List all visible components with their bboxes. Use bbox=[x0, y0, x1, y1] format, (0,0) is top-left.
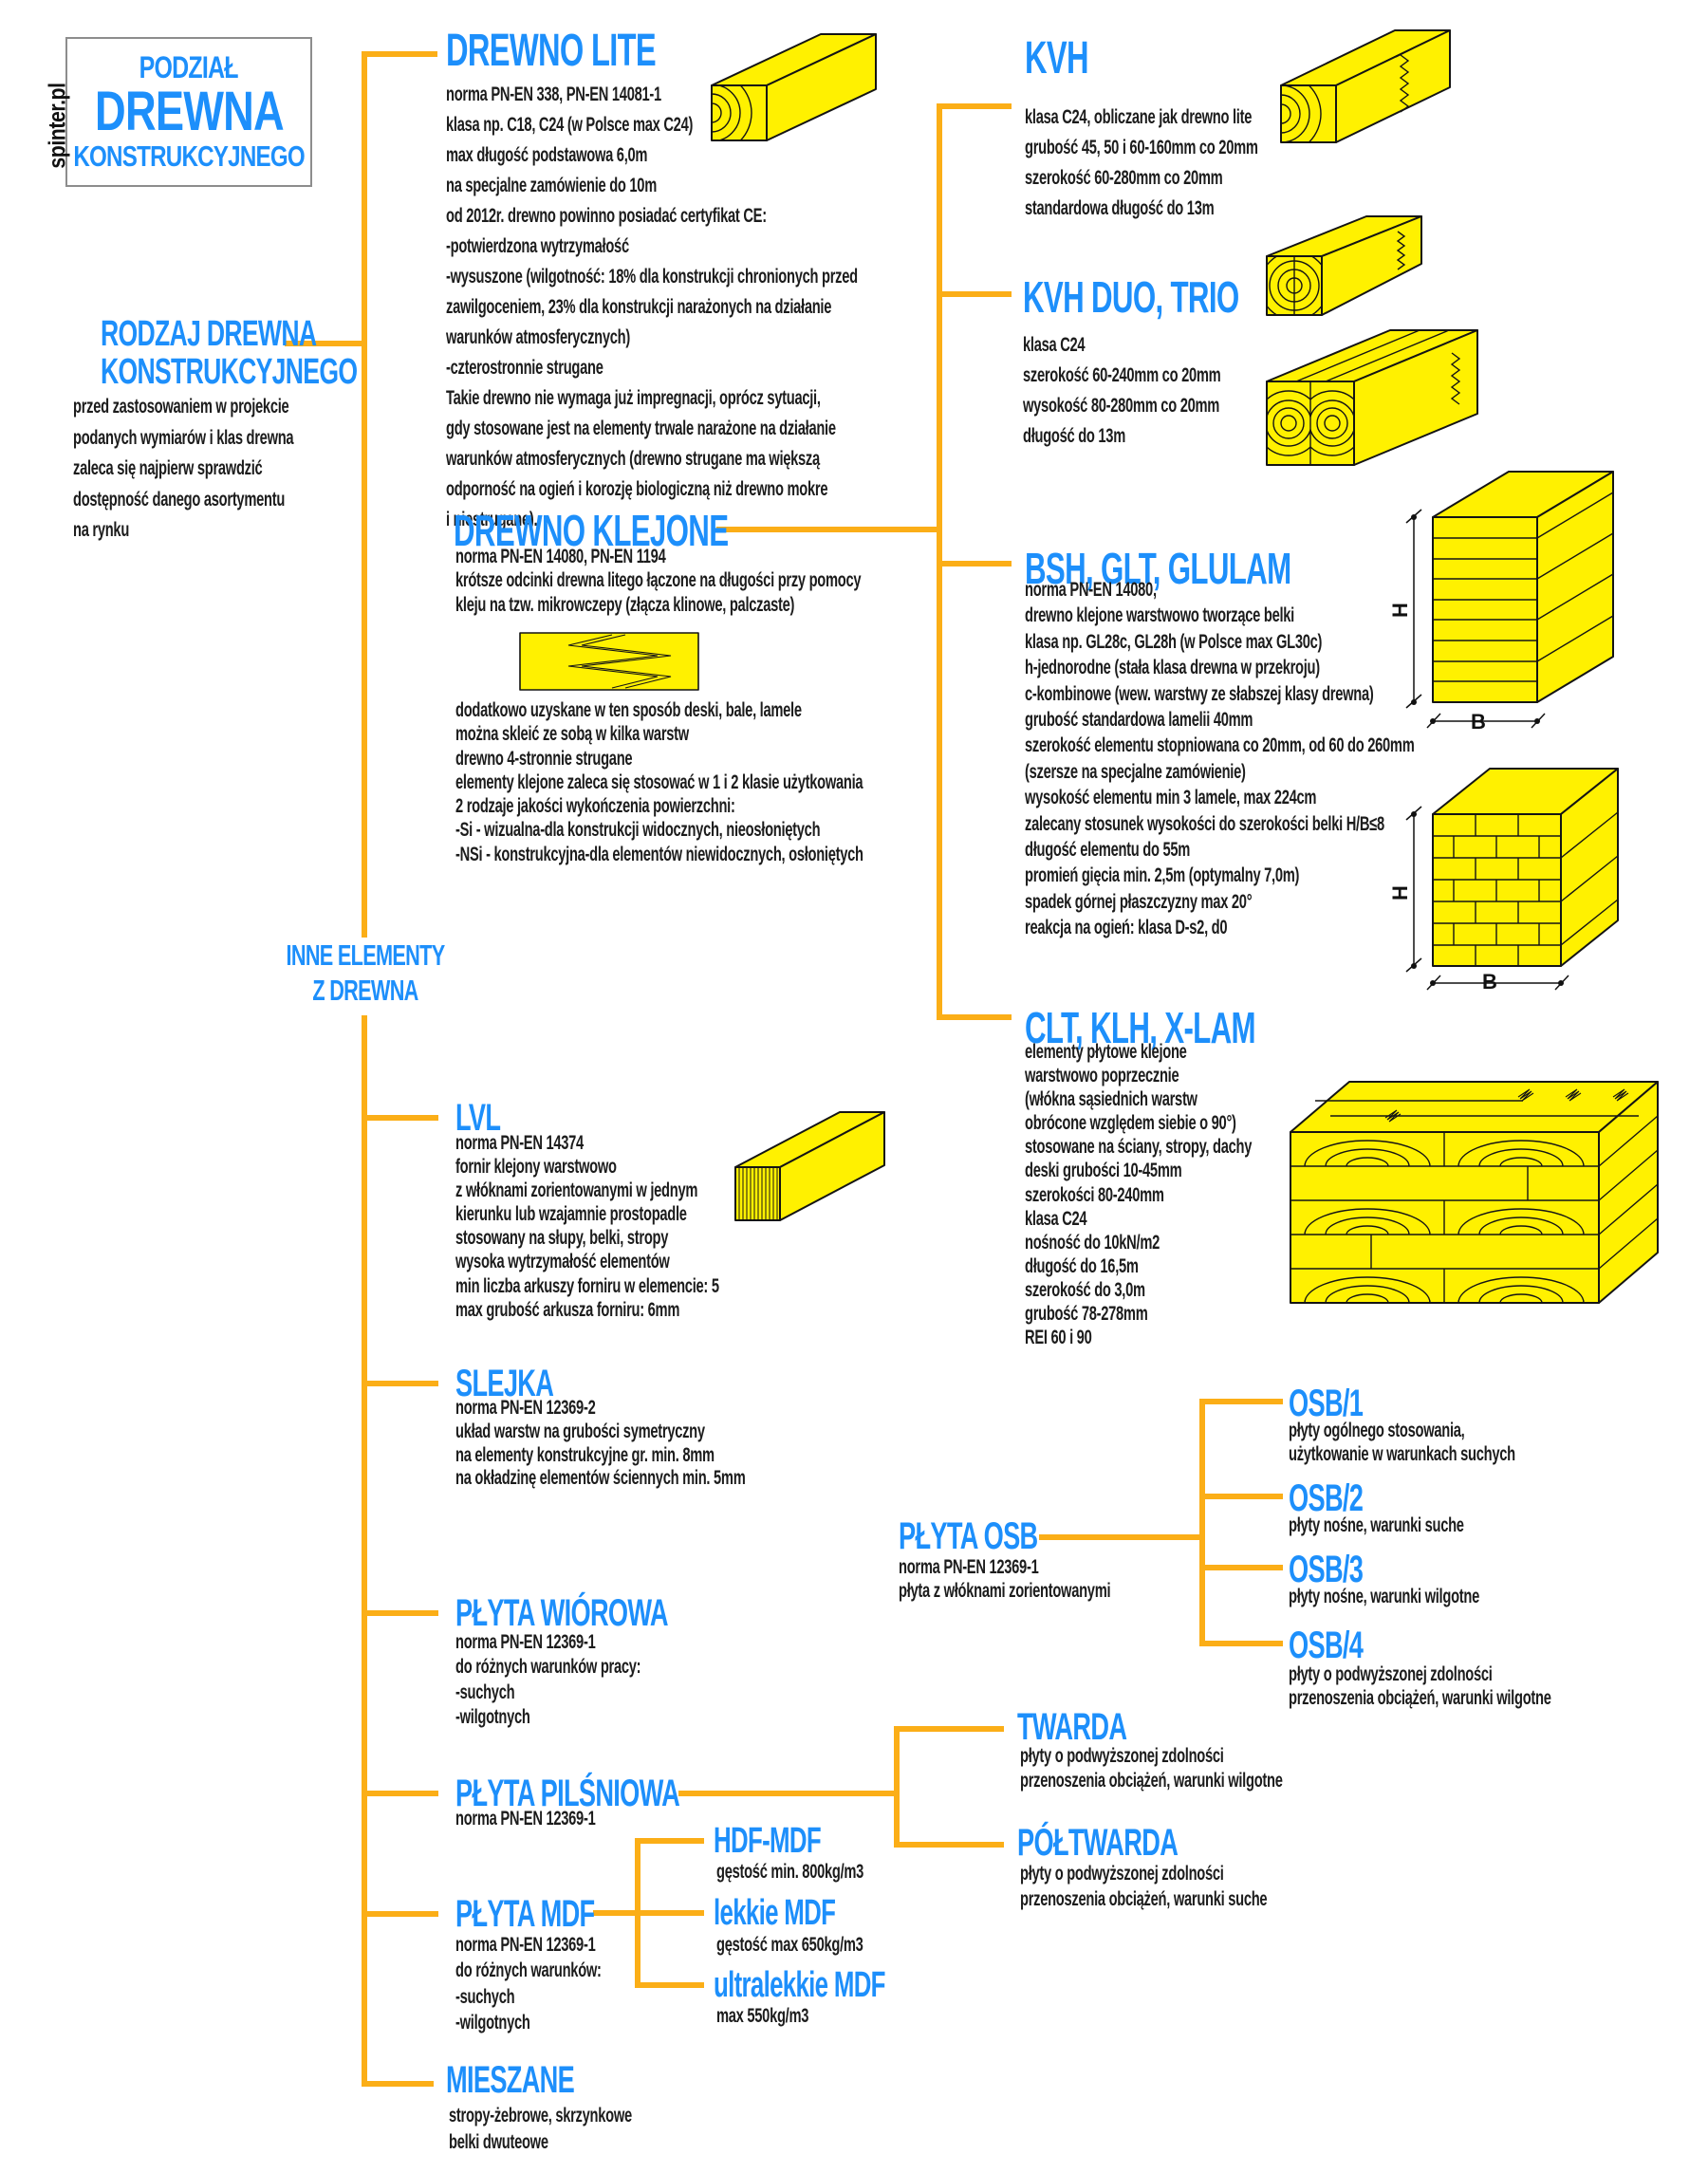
heading-lekkie-mdf: lekkie MDF bbox=[714, 1893, 836, 1933]
staggered-lamella-beam-illustration bbox=[1405, 768, 1619, 991]
heading-twarda: TWARDA bbox=[1017, 1706, 1127, 1748]
dim-label-b-2: B bbox=[1482, 970, 1497, 994]
heading-osb4: OSB/4 bbox=[1289, 1625, 1364, 1666]
connector-branch-osb1 bbox=[1205, 1399, 1283, 1404]
body-kvh: klasa C24, obliczane jak drewno lite grub… bbox=[1025, 106, 1258, 219]
connector-branch-hdf bbox=[640, 1838, 704, 1844]
connector-branch-kvh-duo bbox=[942, 291, 1012, 297]
heading-clt-klh-xlam: CLT, KLH, X-LAM bbox=[1025, 1003, 1256, 1052]
veneer-layered-beam-illustration bbox=[734, 1111, 885, 1221]
body-clt-klh-xlam: elementy płytowe klejone warstwowo poprze… bbox=[1025, 1041, 1253, 1349]
body-plyta-mdf: norma PN-EN 12369-1 do różnych warunków: -… bbox=[455, 1934, 602, 2034]
body-osb4: płyty o podwyższonej zdolności przenoszen… bbox=[1289, 1663, 1551, 1710]
body-lekkie-mdf: gęstość max 650kg/m3 bbox=[716, 1934, 863, 1956]
connector-branch-mieszane bbox=[362, 2081, 434, 2087]
body-ultralekkie-mdf: max 550kg/m3 bbox=[716, 2005, 809, 2027]
heading-hdf-mdf: HDF-MDF bbox=[714, 1821, 822, 1861]
connector-branch-twarda bbox=[900, 1726, 1004, 1732]
title-box: PODZIAŁ DREWNA KONSTRUKCYJNEGO bbox=[65, 37, 312, 187]
heading-inne-elementy: INNE ELEMENTY Z DREWNA bbox=[286, 938, 446, 1007]
connector-branch-slejka bbox=[367, 1381, 438, 1386]
connector-branch-pilsniowa bbox=[367, 1791, 438, 1796]
heading-osb2: OSB/2 bbox=[1289, 1477, 1364, 1519]
body-twarda: płyty o podwyższonej zdolności przenoszen… bbox=[1020, 1745, 1283, 1792]
finger-joint-board-illustration bbox=[519, 632, 699, 691]
body-plyta-pilsniowa: norma PN-EN 12369-1 bbox=[455, 1808, 596, 1829]
body-osb2: płyty nośne, warunki suche bbox=[1289, 1514, 1464, 1536]
laminated-beam-section-illustration bbox=[1405, 471, 1614, 729]
heading-poltwarda: PÓŁTWARDA bbox=[1017, 1822, 1179, 1864]
connector-trunk-right bbox=[937, 103, 942, 1020]
connector-branch-lvl bbox=[367, 1115, 438, 1121]
body-lvl: norma PN-EN 14374 fornir klejony warstwow… bbox=[455, 1132, 719, 1321]
body-slejka: norma PN-EN 12369-2 układ warstw na grubo… bbox=[455, 1397, 746, 1490]
finger-jointed-beam-illustration bbox=[1280, 29, 1451, 143]
heading-plyta-mdf: PŁYTA MDF bbox=[455, 1893, 595, 1935]
heading-bsh-glt-glulam: BSH, GLT, GLULAM bbox=[1025, 544, 1291, 593]
heading-osb1: OSB/1 bbox=[1289, 1383, 1364, 1424]
body-poltwarda: płyty o podwyższonej zdolności przenoszen… bbox=[1020, 1863, 1268, 1910]
body-drewno-klejone-2: dodatkowo uzyskane w ten sposób deski, b… bbox=[455, 699, 863, 865]
body-osb1: płyty ogólnego stosowania, użytkowanie w … bbox=[1289, 1420, 1515, 1466]
body-osb3: płyty nośne, warunki wilgotne bbox=[1289, 1586, 1479, 1607]
heading-slejka: SLEJKA bbox=[455, 1363, 554, 1404]
connector-branch-bsh bbox=[942, 561, 1012, 566]
connector-trunk-pilsniowa bbox=[894, 1726, 900, 1848]
connector-branch-rodzaj bbox=[285, 341, 362, 346]
body-rodzaj-drewna: przed zastosowaniem w projekcie podanych … bbox=[73, 396, 294, 541]
heading-ultralekkie-mdf: ultralekkie MDF bbox=[714, 1965, 885, 2005]
duo-glued-beam-illustration bbox=[1266, 215, 1422, 316]
connector-branch-drewno-lite bbox=[362, 51, 437, 57]
connector-in-drewno-klejone bbox=[716, 527, 937, 532]
connector-trunk-main-upper bbox=[362, 51, 367, 938]
title-line-1: PODZIAŁ bbox=[139, 50, 239, 85]
body-drewno-lite: norma PN-EN 338, PN-EN 14081-1 klasa np. … bbox=[446, 84, 858, 530]
brand-watermark: spinter.pl bbox=[44, 83, 71, 169]
heading-plyta-pilsniowa: PŁYTA PILŚNIOWA bbox=[455, 1773, 680, 1814]
connector-branch-osb4 bbox=[1199, 1641, 1283, 1646]
body-kvh-duo-trio: klasa C24 szerokość 60-240mm co 20mm wysok… bbox=[1023, 334, 1221, 447]
connector-branch-clt bbox=[937, 1014, 1012, 1020]
dim-label-h-1: H bbox=[1387, 603, 1412, 618]
heading-mieszane: MIESZANE bbox=[446, 2059, 575, 2101]
connector-branch-wiorowa bbox=[367, 1610, 438, 1616]
title-line-3: KONSTRUKCYJNEGO bbox=[73, 139, 305, 173]
connector-branch-lekkie bbox=[593, 1910, 704, 1916]
body-drewno-klejone-1: norma PN-EN 14080, PN-EN 1194 krótsze odc… bbox=[455, 546, 862, 616]
body-mieszane: stropy-żebrowe, skrzynkowe belki dwuteowe bbox=[449, 2105, 632, 2153]
connector-branch-osb3 bbox=[1205, 1565, 1283, 1570]
heading-plyta-wiorowa: PŁYTA WIÓROWA bbox=[455, 1592, 669, 1634]
connector-branch-poltwarda bbox=[894, 1842, 1004, 1848]
heading-plyta-osb: PŁYTA OSB bbox=[899, 1515, 1038, 1557]
connector-in-pilsniowa bbox=[678, 1791, 894, 1796]
heading-kvh: KVH bbox=[1025, 33, 1089, 84]
connector-branch-kvh bbox=[942, 103, 1012, 109]
solid-timber-beam-illustration bbox=[711, 33, 877, 141]
body-plyta-osb: norma PN-EN 12369-1 płyta z włóknami zori… bbox=[899, 1556, 1111, 1603]
connector-in-plyta-osb bbox=[1039, 1534, 1199, 1540]
trio-glued-beam-illustration bbox=[1266, 329, 1478, 466]
heading-drewno-klejone: DREWNO KLEJONE bbox=[454, 506, 729, 555]
heading-osb3: OSB/3 bbox=[1289, 1549, 1364, 1590]
connector-branch-mdf bbox=[367, 1911, 438, 1917]
cross-laminated-panel-illustration bbox=[1290, 1081, 1659, 1304]
title-line-2: DREWNA bbox=[94, 81, 285, 143]
connector-branch-osb2 bbox=[1205, 1494, 1283, 1499]
connector-trunk-main-lower bbox=[362, 1015, 367, 2087]
body-hdf-mdf: gęstość min. 800kg/m3 bbox=[716, 1861, 864, 1883]
heading-drewno-lite: DREWNO LITE bbox=[446, 26, 657, 76]
dim-label-h-2: H bbox=[1387, 885, 1412, 901]
heading-lvl: LVL bbox=[455, 1097, 501, 1139]
body-plyta-wiorowa: norma PN-EN 12369-1 do różnych warunków p… bbox=[455, 1631, 641, 1728]
heading-kvh-duo-trio: KVH DUO, TRIO bbox=[1023, 272, 1239, 322]
connector-trunk-osb bbox=[1199, 1399, 1205, 1646]
connector-branch-ultralekkie bbox=[635, 1982, 704, 1988]
heading-rodzaj-drewna: RODZAJ DREWNA KONSTRUKCYJNEGO bbox=[101, 314, 358, 392]
dim-label-b-1: B bbox=[1471, 710, 1486, 734]
body-bsh-glt-glulam: norma PN-EN 14080, drewno klejone warstwo… bbox=[1025, 579, 1415, 939]
